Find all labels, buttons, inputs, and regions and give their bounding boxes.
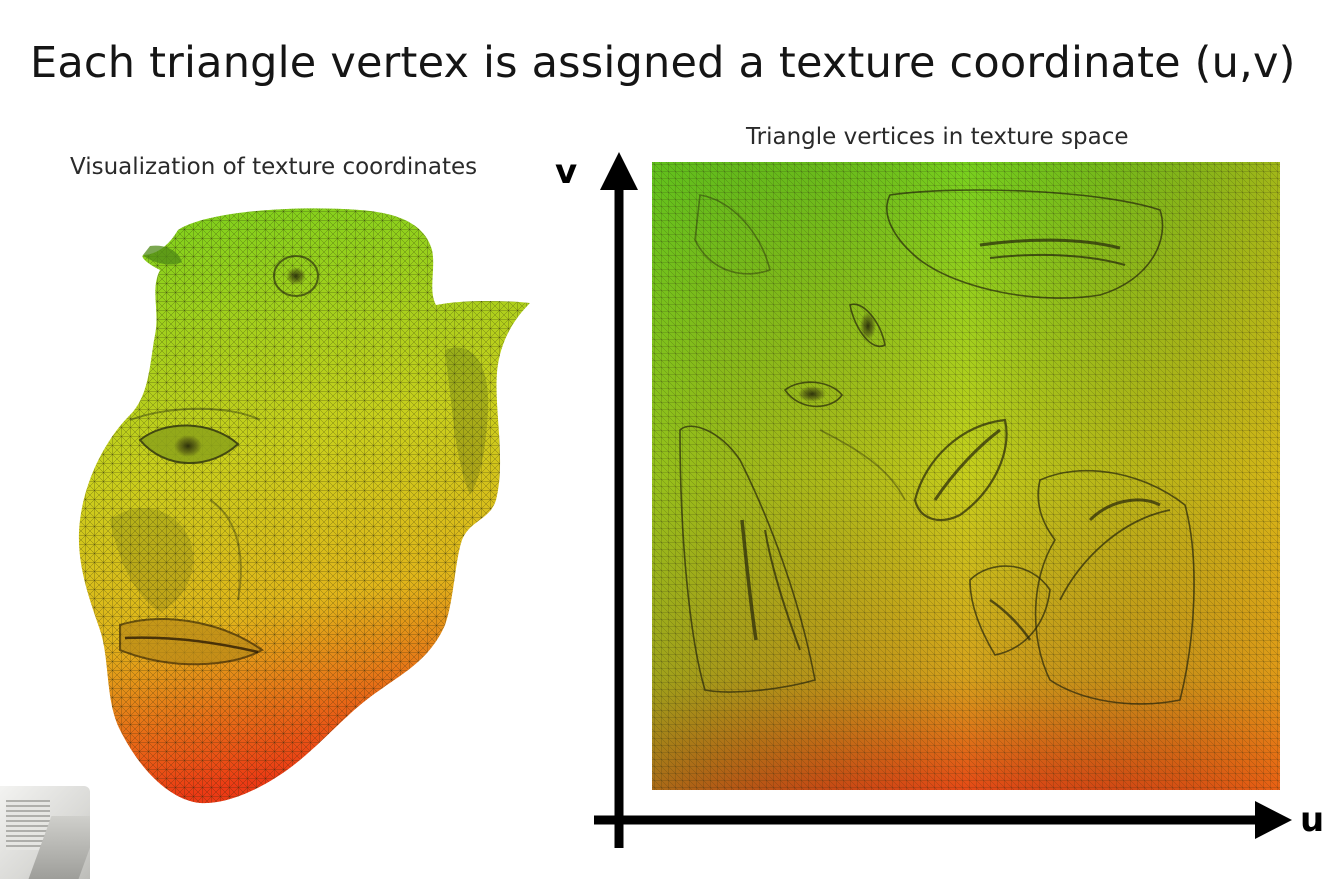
face-mesh-illustration <box>78 208 531 804</box>
face-visualization-caption: Visualization of texture coordinates <box>70 154 478 180</box>
texture-space-caption: Triangle vertices in texture space <box>746 124 1129 150</box>
uv-island-center <box>913 418 1008 522</box>
u-axis-arrowhead <box>1255 801 1292 839</box>
texture-space-panel <box>652 162 1280 790</box>
uv-island-bottom-right <box>1034 469 1195 705</box>
uv-island-eye-left <box>783 381 843 408</box>
uv-island-left <box>679 425 816 693</box>
uv-island-top <box>886 189 1164 299</box>
uv-islands <box>679 189 1195 705</box>
slide-title: Each triangle vertex is assigned a textu… <box>30 38 1296 88</box>
presenter-video-thumbnail <box>0 786 90 879</box>
v-axis-label: v <box>555 152 578 192</box>
uv-island-eye-upper <box>849 303 886 348</box>
u-axis-label: u <box>1300 800 1325 840</box>
v-axis-arrowhead <box>600 152 638 190</box>
uv-island-bottom-mid <box>969 565 1051 656</box>
forehead-eye <box>273 255 319 297</box>
uv-axes <box>594 152 1292 848</box>
